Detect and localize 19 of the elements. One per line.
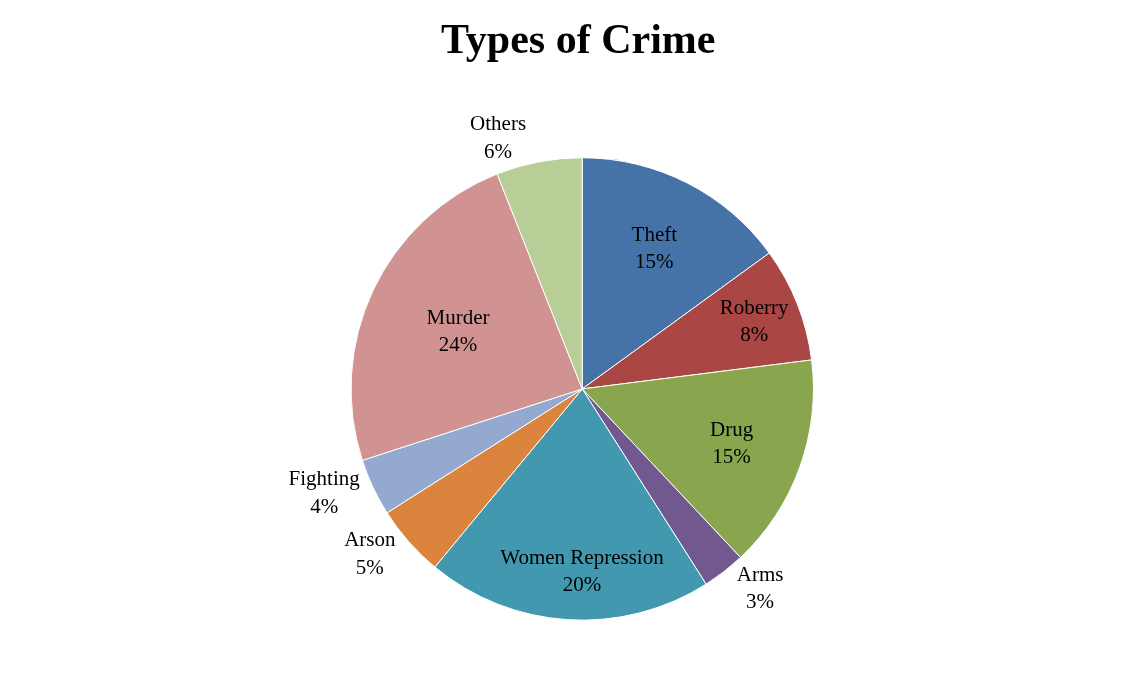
- slice-label: Fighting: [288, 466, 361, 491]
- data-label: 5%: [355, 554, 384, 579]
- data-label: 6%: [484, 138, 513, 163]
- data-label: 3%: [746, 589, 775, 614]
- slice-label: Arms: [736, 561, 784, 586]
- slice-label: Theft: [631, 221, 678, 246]
- chart-title: Types of Crime: [440, 16, 716, 63]
- slice-label: Arson: [344, 527, 396, 552]
- data-label: 15%: [635, 248, 674, 273]
- slice-label: Women Repression: [500, 544, 665, 569]
- slice-label: Others: [470, 111, 527, 136]
- slice-label: Drug: [710, 417, 754, 442]
- slice-label: Murder: [426, 304, 490, 329]
- slice-label: Roberry: [719, 295, 790, 320]
- data-label: 4%: [310, 493, 339, 518]
- data-label: 8%: [740, 322, 769, 347]
- data-label: 20%: [562, 572, 602, 597]
- data-label: 24%: [438, 332, 478, 357]
- data-label: 15%: [712, 444, 751, 469]
